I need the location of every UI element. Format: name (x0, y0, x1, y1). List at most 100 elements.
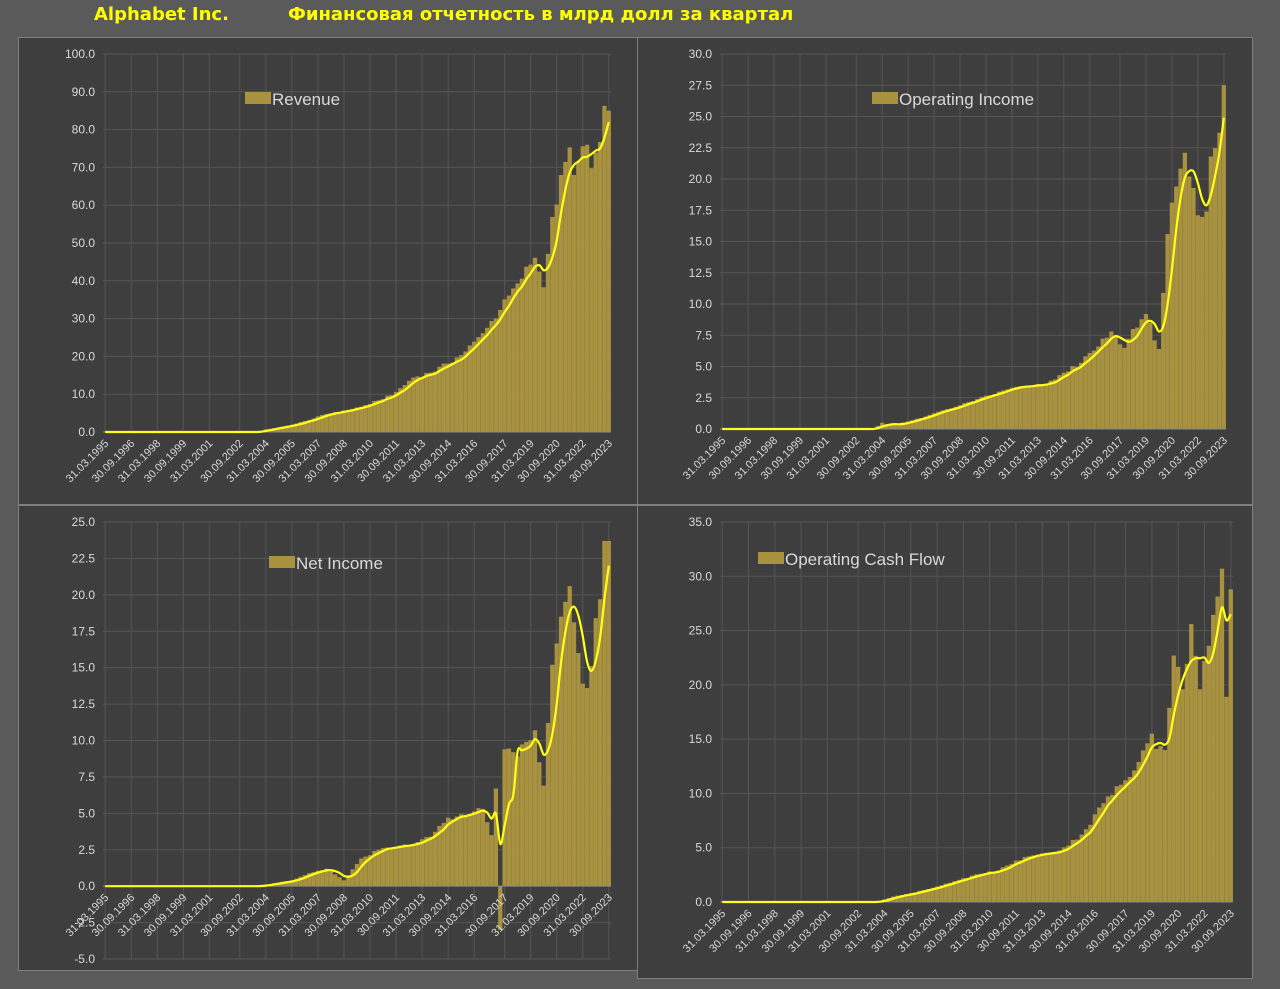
bar (979, 396, 984, 429)
bar (563, 601, 568, 887)
net-income-chart: -5.0 -2.5 0.0 2.5 5.0 7.5 10.0 12.5 15.0 17.5 20.0… (64, 515, 615, 966)
bar (311, 872, 316, 887)
bar (580, 683, 585, 887)
bar (1100, 338, 1105, 429)
bar (515, 756, 520, 887)
bar (930, 887, 935, 902)
bar (1211, 614, 1216, 902)
bar (1219, 568, 1225, 902)
bar (354, 407, 360, 432)
bar (1202, 660, 1207, 902)
bar (962, 402, 967, 429)
bar (289, 424, 294, 432)
bar (957, 405, 963, 429)
bar (1130, 329, 1136, 429)
y-tick-label: 7.5 (695, 328, 712, 342)
y-tick-label: 30.0 (689, 569, 713, 583)
bar (1040, 853, 1045, 902)
bar (987, 871, 992, 902)
bar (446, 817, 451, 887)
y-tick-label: -2.5 (74, 916, 95, 930)
bar (1135, 327, 1140, 429)
bar (480, 333, 485, 432)
bar (966, 401, 971, 429)
bar (376, 849, 381, 887)
bar (1013, 860, 1019, 902)
bar (385, 395, 390, 432)
bar (949, 408, 954, 429)
bar (498, 309, 503, 432)
bar (541, 785, 546, 887)
bar (333, 412, 338, 432)
bar (1228, 589, 1233, 902)
bar (1213, 148, 1218, 429)
bar (1104, 337, 1110, 429)
net-income-chart-panel: -5.0 -2.5 0.0 2.5 5.0 7.5 10.0 12.5 15.0 17.5 20.0… (18, 505, 638, 971)
bar (428, 372, 433, 432)
bar (567, 586, 572, 887)
bar (511, 288, 516, 432)
bar (307, 419, 312, 432)
bar (584, 688, 590, 887)
y-tick-label: 35.0 (689, 515, 713, 529)
bar (936, 411, 941, 429)
bar (978, 873, 983, 902)
legend-label: Operating Cash Flow (785, 550, 945, 569)
bar (485, 327, 490, 432)
bar (463, 814, 468, 887)
y-tick-label: 30.0 (689, 47, 713, 61)
bar (571, 174, 577, 432)
bar (380, 848, 386, 887)
bar (537, 762, 542, 887)
bar (597, 142, 603, 432)
bar (337, 411, 342, 432)
y-tick-label: 27.5 (689, 78, 713, 92)
y-tick-label: 10.0 (72, 387, 96, 401)
operating-income-legend: Operating Income (872, 90, 1034, 109)
bar (363, 405, 368, 432)
bar (1026, 856, 1032, 902)
bar (302, 420, 307, 432)
bar (593, 618, 598, 887)
operating-cash-flow-bars (877, 568, 1233, 902)
bar (895, 895, 900, 902)
bar (294, 423, 299, 432)
operating-income-chart-panel: 0.0 2.5 5.0 7.5 10.0 12.5 15.0 17.5 20.0 22.5 25.0… (637, 37, 1253, 505)
bar (918, 417, 924, 429)
bar (346, 409, 351, 432)
bar (1119, 784, 1124, 902)
bar (376, 400, 381, 432)
bar (424, 372, 429, 432)
bar (1132, 770, 1137, 902)
bar (498, 886, 503, 930)
bar (372, 400, 377, 432)
y-tick-label: 2.5 (78, 843, 95, 857)
bar (1123, 780, 1128, 902)
bar (905, 421, 911, 429)
bar (489, 835, 494, 887)
y-tick-label: 15.0 (72, 661, 96, 675)
bar (467, 814, 472, 887)
bar (983, 873, 988, 902)
bar (454, 816, 459, 887)
bar (328, 413, 334, 432)
bar (602, 540, 607, 887)
bar (281, 426, 286, 432)
y-tick-label: 90.0 (72, 85, 96, 99)
bar (1031, 855, 1036, 902)
bar (1189, 624, 1194, 902)
bar (302, 875, 307, 887)
bar (1057, 375, 1062, 429)
y-tick-label: -5.0 (74, 952, 95, 966)
y-tick-label: 10.0 (72, 734, 96, 748)
bar (411, 843, 416, 887)
bar (1165, 234, 1170, 429)
bar (943, 883, 948, 902)
bar (476, 337, 481, 432)
bar (432, 831, 438, 887)
bar (567, 147, 572, 432)
bar (991, 872, 997, 902)
bar (532, 257, 538, 432)
y-tick-label: 5.0 (695, 841, 712, 855)
bar (367, 403, 373, 432)
